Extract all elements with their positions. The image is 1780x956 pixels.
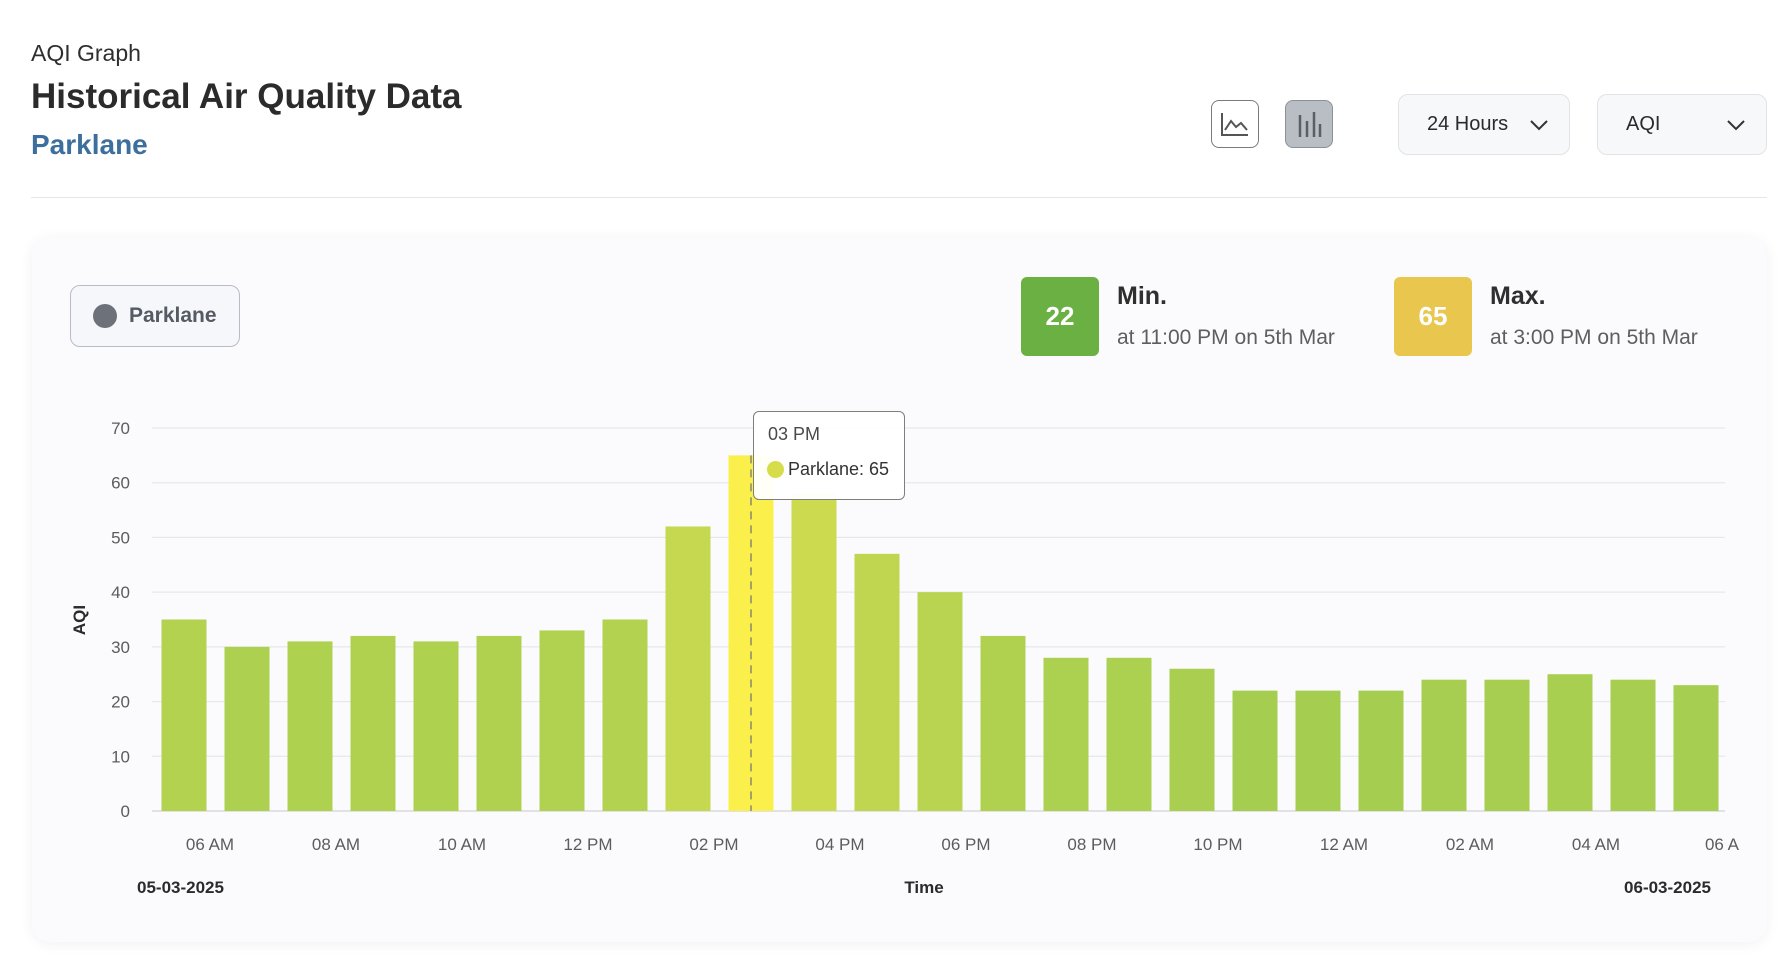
legend-dot [93, 304, 117, 328]
chart-bar [287, 641, 333, 811]
chart-bar [602, 619, 648, 811]
x-tick-label: 08 AM [312, 835, 360, 854]
x-tick-label: 04 AM [1572, 835, 1620, 854]
y-tick-label: 10 [111, 747, 130, 766]
metric-value: AQI [1626, 113, 1661, 135]
time-range-value: 24 Hours [1427, 113, 1509, 135]
max-value-badge: 65 [1394, 277, 1472, 356]
chart-bar [224, 646, 270, 811]
chart-bar [1610, 679, 1656, 811]
location-title: Parklane [31, 129, 148, 160]
y-tick-label: 40 [111, 583, 130, 602]
bar-chart-icon [1298, 112, 1322, 137]
chart-bar [476, 635, 522, 811]
chart-bar [1547, 674, 1593, 811]
chart-bar [539, 630, 585, 811]
chart-bar [1421, 679, 1467, 811]
chevron-down-icon [1727, 119, 1745, 130]
x-tick-label: 12 PM [563, 835, 612, 854]
page-eyebrow: AQI Graph [31, 40, 141, 66]
y-tick-label: 70 [111, 419, 130, 438]
chart-bar [350, 635, 396, 811]
x-axis-title: Time [904, 878, 943, 897]
x-tick-label: 10 PM [1193, 835, 1242, 854]
time-range-select[interactable]: 24 Hours [1398, 94, 1570, 155]
chart-bar [1295, 690, 1341, 811]
x-tick-label: 04 PM [815, 835, 864, 854]
chart-bar [1232, 690, 1278, 811]
metric-select[interactable]: AQI [1597, 94, 1767, 155]
chevron-down-icon [1530, 119, 1548, 130]
end-date-label: 06-03-2025 [1624, 878, 1711, 897]
chart-bar [1484, 679, 1530, 811]
chart-bar [791, 493, 837, 811]
min-label: Min. [1117, 282, 1167, 310]
x-tick-label: 02 AM [1446, 835, 1494, 854]
y-tick-label: 20 [111, 693, 130, 712]
x-tick-label: 08 PM [1067, 835, 1116, 854]
x-tick-label: 06 A [1705, 835, 1740, 854]
y-axis-title: AQI [70, 605, 89, 635]
min-value-badge: 22 [1021, 277, 1099, 356]
y-tick-label: 60 [111, 474, 130, 493]
page-title: Historical Air Quality Data [31, 77, 462, 116]
x-tick-label: 02 PM [689, 835, 738, 854]
chart-bar [161, 619, 207, 811]
chart-bar [728, 455, 774, 811]
y-tick-label: 0 [121, 802, 130, 821]
x-tick-label: 10 AM [438, 835, 486, 854]
chart-bar [1106, 657, 1152, 811]
line-chart-button[interactable] [1211, 100, 1259, 148]
start-date-label: 05-03-2025 [137, 878, 224, 897]
tooltip-title: 03 PM [768, 424, 821, 444]
chart-bar [917, 592, 963, 811]
chart-bar [1673, 685, 1719, 811]
y-tick-label: 50 [111, 528, 130, 547]
chart-tooltip: 03 PM Parklane: 65 [753, 411, 905, 500]
page-header: AQI Graph Historical Air Quality Data Pa… [31, 40, 462, 161]
max-detail: at 3:00 PM on 5th Mar [1490, 326, 1698, 349]
tooltip-row: Parklane: 65 [767, 459, 904, 480]
legend-label: Parklane [129, 304, 217, 327]
max-label: Max. [1490, 282, 1546, 310]
line-chart-icon [1221, 113, 1248, 136]
y-tick-label: 30 [111, 638, 130, 657]
header-divider [31, 197, 1767, 198]
chart-bar [1358, 690, 1404, 811]
chart-bar [980, 635, 1026, 811]
min-detail: at 11:00 PM on 5th Mar [1117, 326, 1335, 349]
chart-bar [665, 526, 711, 811]
tooltip-dot [767, 461, 784, 478]
chart-bar [1043, 657, 1089, 811]
tooltip-text: Parklane: 65 [788, 459, 890, 479]
x-tick-label: 12 AM [1320, 835, 1368, 854]
chart-bar [1169, 668, 1215, 811]
x-tick-label: 06 PM [941, 835, 990, 854]
chart-bar [854, 553, 900, 811]
bar-chart-button[interactable] [1285, 100, 1333, 148]
legend-toggle-parklane[interactable]: Parklane [70, 285, 240, 347]
x-tick-label: 06 AM [186, 835, 234, 854]
chart-bar [413, 641, 459, 811]
